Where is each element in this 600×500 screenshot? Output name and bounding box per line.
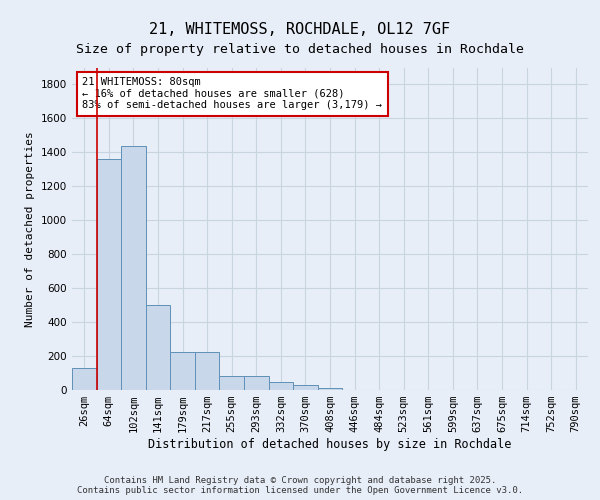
- Bar: [121, 146, 146, 390]
- Bar: [195, 352, 220, 390]
- Bar: [244, 376, 269, 390]
- Bar: [97, 159, 121, 390]
- Bar: [318, 388, 342, 390]
- X-axis label: Distribution of detached houses by size in Rochdale: Distribution of detached houses by size …: [148, 438, 512, 451]
- Text: 21 WHITEMOSS: 80sqm
← 16% of detached houses are smaller (628)
83% of semi-detac: 21 WHITEMOSS: 80sqm ← 16% of detached ho…: [82, 77, 382, 110]
- Bar: [146, 305, 170, 390]
- Bar: [293, 385, 318, 390]
- Y-axis label: Number of detached properties: Number of detached properties: [25, 131, 35, 326]
- Text: 21, WHITEMOSS, ROCHDALE, OL12 7GF: 21, WHITEMOSS, ROCHDALE, OL12 7GF: [149, 22, 451, 38]
- Bar: [72, 368, 97, 390]
- Text: Contains HM Land Registry data © Crown copyright and database right 2025.
Contai: Contains HM Land Registry data © Crown c…: [77, 476, 523, 495]
- Bar: [170, 352, 195, 390]
- Bar: [269, 382, 293, 390]
- Text: Size of property relative to detached houses in Rochdale: Size of property relative to detached ho…: [76, 42, 524, 56]
- Bar: [220, 376, 244, 390]
